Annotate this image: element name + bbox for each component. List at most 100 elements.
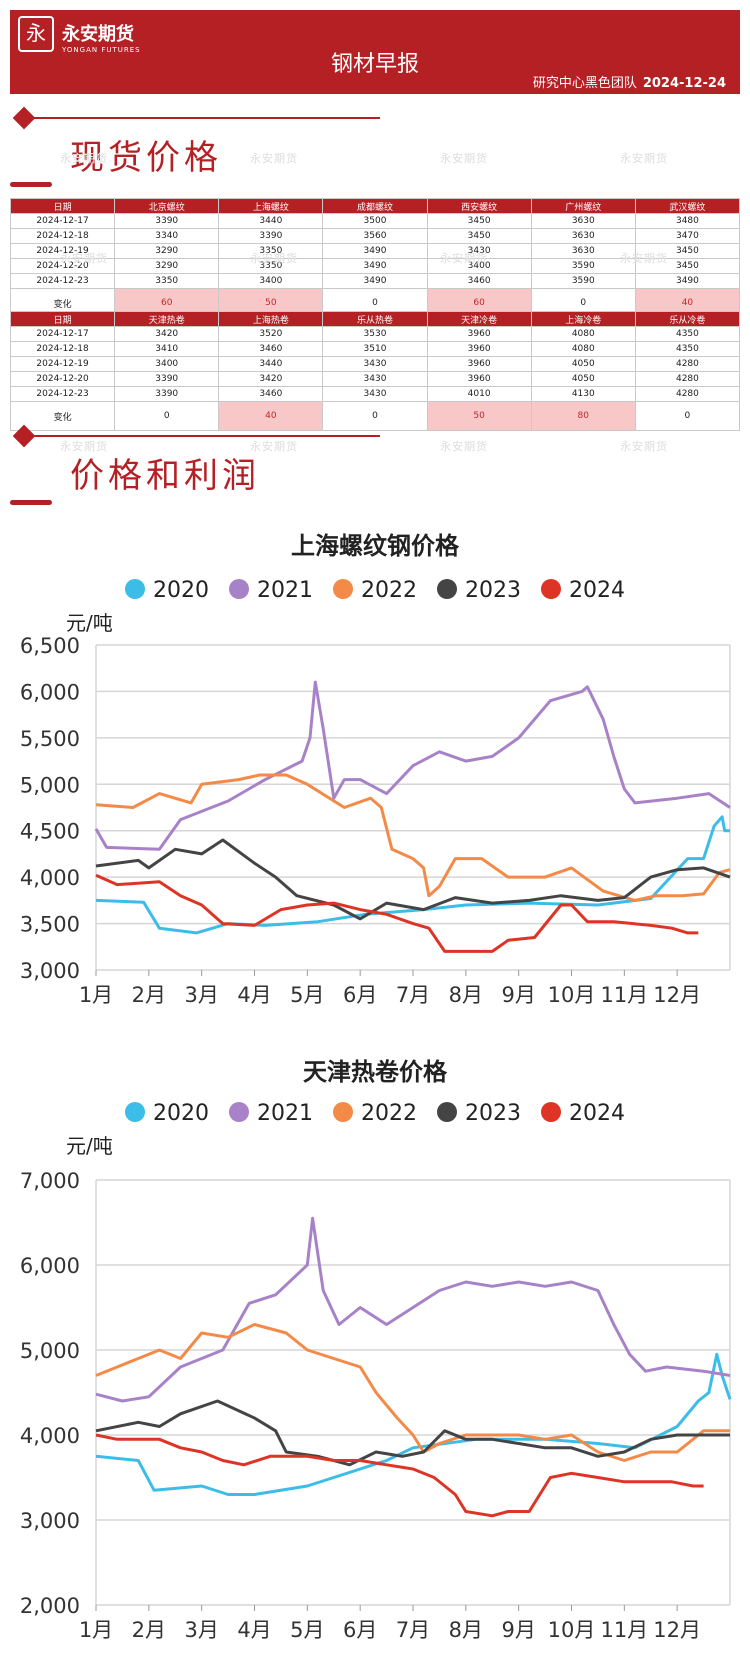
table-cell: 4280 xyxy=(634,356,741,372)
table-cell: 3430 xyxy=(322,371,428,387)
legend-marker-icon xyxy=(437,579,457,599)
table-row: 2024-12-23 3390 3460 3430 4010 4130 4280 xyxy=(9,386,741,402)
legend-marker-icon xyxy=(541,579,561,599)
table-cell: 4010 xyxy=(426,386,532,402)
watermark-text: 永安期货 xyxy=(60,152,108,165)
rebar-price-chart: 3,000 3,500 4,000 4,500 5,000 5,500 6,000 6,500… xyxy=(20,634,731,1007)
watermark-text: 永安期货 xyxy=(620,152,668,165)
y-axis-unit: 元/吨 xyxy=(66,611,113,635)
logo-name: 永安期货 xyxy=(62,24,134,45)
table-row: 2024-12-23 3350 3400 3490 3460 3590 3490 xyxy=(9,273,741,289)
table-header-cell: 成都螺纹 xyxy=(322,198,428,214)
company-logo: 永 永安期货 YONGAN FUTURES xyxy=(18,16,140,54)
watermark-text: 永安期货 xyxy=(620,440,668,453)
table-header-cell: 乐从热卷 xyxy=(322,311,428,327)
legend-item: 2020 xyxy=(125,1101,209,1126)
x-tick-label: 2月 xyxy=(132,983,166,1007)
legend-label: 2024 xyxy=(569,578,625,603)
x-tick-label: 3月 xyxy=(184,983,218,1007)
table-cell: 3420 xyxy=(218,371,324,387)
y-tick-label: 3,000 xyxy=(20,1509,80,1533)
table-cell: 3460 xyxy=(218,341,324,357)
table-cell: 4350 xyxy=(634,341,741,357)
legend-item: 2022 xyxy=(333,1101,417,1126)
x-tick-label: 1月 xyxy=(79,983,113,1007)
table-row: 2024-12-19 3290 3350 3490 3430 3630 3450 xyxy=(9,243,741,259)
change-cell: 0 xyxy=(114,401,220,431)
table-cell: 3960 xyxy=(426,326,532,342)
table-header-cell: 日期 xyxy=(9,198,116,214)
logo-english: YONGAN FUTURES xyxy=(62,46,141,54)
x-tick-label: 10月 xyxy=(548,983,596,1007)
table-cell: 4350 xyxy=(634,326,741,342)
legend-item: 2024 xyxy=(541,578,625,603)
series-line-2022 xyxy=(95,1323,730,1462)
series-line-2022 xyxy=(95,773,731,902)
table-cell: 2024-12-17 xyxy=(9,213,116,229)
report-team: 研究中心黑色团队 2024-12-24 xyxy=(533,72,726,91)
x-tick-label: 6月 xyxy=(343,983,377,1007)
watermark-text: 永安期货 xyxy=(440,252,488,265)
watermark-text: 永安期货 xyxy=(250,252,298,265)
section-title: 价格和利润 xyxy=(70,456,260,496)
table-cell: 3350 xyxy=(114,273,220,289)
table-cell: 3450 xyxy=(426,213,532,229)
table-cell: 4280 xyxy=(634,371,741,387)
series-line-2023 xyxy=(95,1399,730,1467)
table-cell: 2024-12-23 xyxy=(9,386,116,402)
change-cell: 50 xyxy=(426,401,532,431)
x-tick-label: 7月 xyxy=(396,983,430,1007)
table-cell: 3400 xyxy=(114,356,220,372)
section-title: 现货价格 xyxy=(70,138,222,178)
series-line-2021 xyxy=(95,1216,731,1403)
table-cell: 3290 xyxy=(114,243,220,259)
table-cell: 4080 xyxy=(530,341,636,357)
chart-title: 天津热卷价格 xyxy=(303,1058,447,1086)
table-cell: 4080 xyxy=(530,326,636,342)
table-cell: 3420 xyxy=(114,326,220,342)
table-row: 2024-12-20 3390 3420 3430 3960 4050 4280 xyxy=(9,371,741,387)
table-cell: 3450 xyxy=(426,228,532,244)
table-row: 2024-12-17 3390 3440 3500 3450 3630 3480 xyxy=(9,213,741,229)
legend-marker-icon xyxy=(437,1102,457,1122)
change-cell: 40 xyxy=(218,401,324,431)
report-date: 2024-12-24 xyxy=(642,76,726,91)
table-cell: 3510 xyxy=(322,341,428,357)
table-cell: 3390 xyxy=(114,386,220,402)
x-tick-label: 1月 xyxy=(79,1618,113,1642)
legend-item: 2023 xyxy=(437,1101,521,1126)
y-tick-label: 5,500 xyxy=(20,727,80,751)
x-tick-label: 2月 xyxy=(132,1618,166,1642)
table-cell: 3390 xyxy=(218,228,324,244)
table-header-cell: 上海螺纹 xyxy=(218,198,324,214)
report-header: 永 永安期货 YONGAN FUTURES 钢材早报 研究中心黑色团队 2024-… xyxy=(10,10,740,94)
watermark-text: 永安期货 xyxy=(440,440,488,453)
x-tick-label: 9月 xyxy=(501,1618,535,1642)
legend-marker-icon xyxy=(333,1102,353,1122)
legend-label: 2021 xyxy=(257,1101,313,1126)
section-divider xyxy=(30,117,380,119)
legend-marker-icon xyxy=(125,579,145,599)
table-cell: 3470 xyxy=(634,228,741,244)
y-tick-label: 5,000 xyxy=(20,773,80,797)
x-tick-label: 11月 xyxy=(600,983,648,1007)
watermark-text: 永安期货 xyxy=(60,440,108,453)
watermark-text: 永安期货 xyxy=(250,152,298,165)
watermark-text: 永安期货 xyxy=(620,252,668,265)
y-tick-label: 4,000 xyxy=(20,1424,80,1448)
report-title: 钢材早报 xyxy=(330,52,419,77)
table-cell: 3630 xyxy=(530,213,636,229)
y-tick-label: 4,500 xyxy=(20,820,80,844)
coil-price-table: 日期 天津热卷 上海热卷 乐从热卷 天津冷卷 上海冷卷 乐从冷卷 2024-12-17 3420… xyxy=(9,311,741,431)
table-header-cell: 上海冷卷 xyxy=(530,311,636,327)
table-cell: 2024-12-23 xyxy=(9,273,116,289)
table-cell: 3400 xyxy=(218,273,324,289)
series-line-2024 xyxy=(95,873,699,953)
x-tick-label: 4月 xyxy=(237,983,271,1007)
legend-label: 2021 xyxy=(257,578,313,603)
series-line-2024 xyxy=(95,1433,704,1518)
series-line-2020 xyxy=(95,815,730,935)
watermark-text: 永安期货 xyxy=(620,440,668,453)
table-cell: 3590 xyxy=(530,273,636,289)
legend-marker-icon xyxy=(333,579,353,599)
